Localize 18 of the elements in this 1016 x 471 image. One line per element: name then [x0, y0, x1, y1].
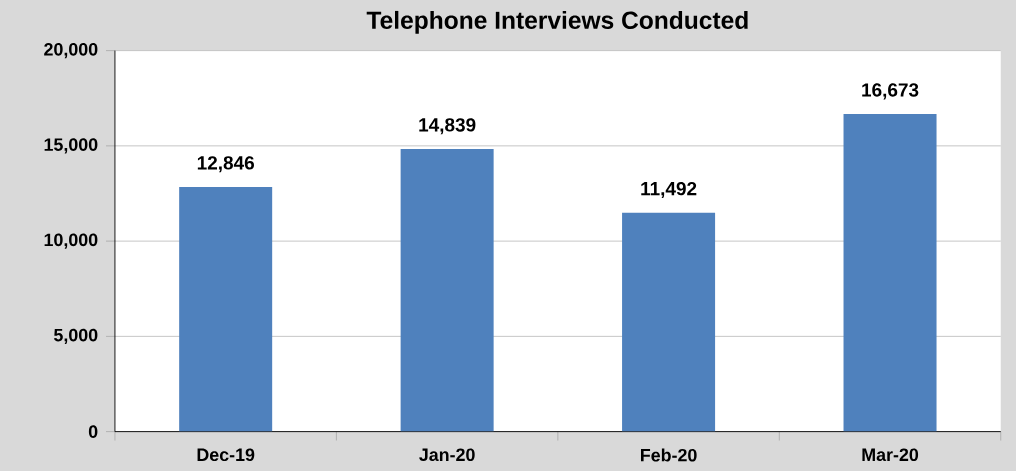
- x-tick-label: Feb-20: [641, 448, 697, 462]
- bar: [622, 212, 716, 432]
- y-tick-label: 0: [88, 425, 98, 438]
- y-tick-label: 5,000: [54, 328, 98, 344]
- y-tick-label: 10,000: [44, 233, 98, 249]
- data-label: 14,839: [419, 118, 476, 135]
- chart-title: Telephone Interviews Conducted: [366, 10, 748, 34]
- x-tick-label: Mar-20: [862, 448, 919, 462]
- data-label: 11,492: [641, 181, 697, 199]
- bar: [400, 148, 494, 432]
- bar: [179, 186, 273, 432]
- data-label: 16,673: [862, 83, 919, 100]
- bar: [843, 113, 937, 432]
- x-tick-label: Dec-19: [197, 448, 255, 462]
- y-tick-label: 15,000: [44, 138, 98, 154]
- x-tick-label: Jan-20: [419, 448, 475, 462]
- data-label: 12,846: [197, 156, 254, 173]
- y-tick-label: 20,000: [44, 43, 98, 59]
